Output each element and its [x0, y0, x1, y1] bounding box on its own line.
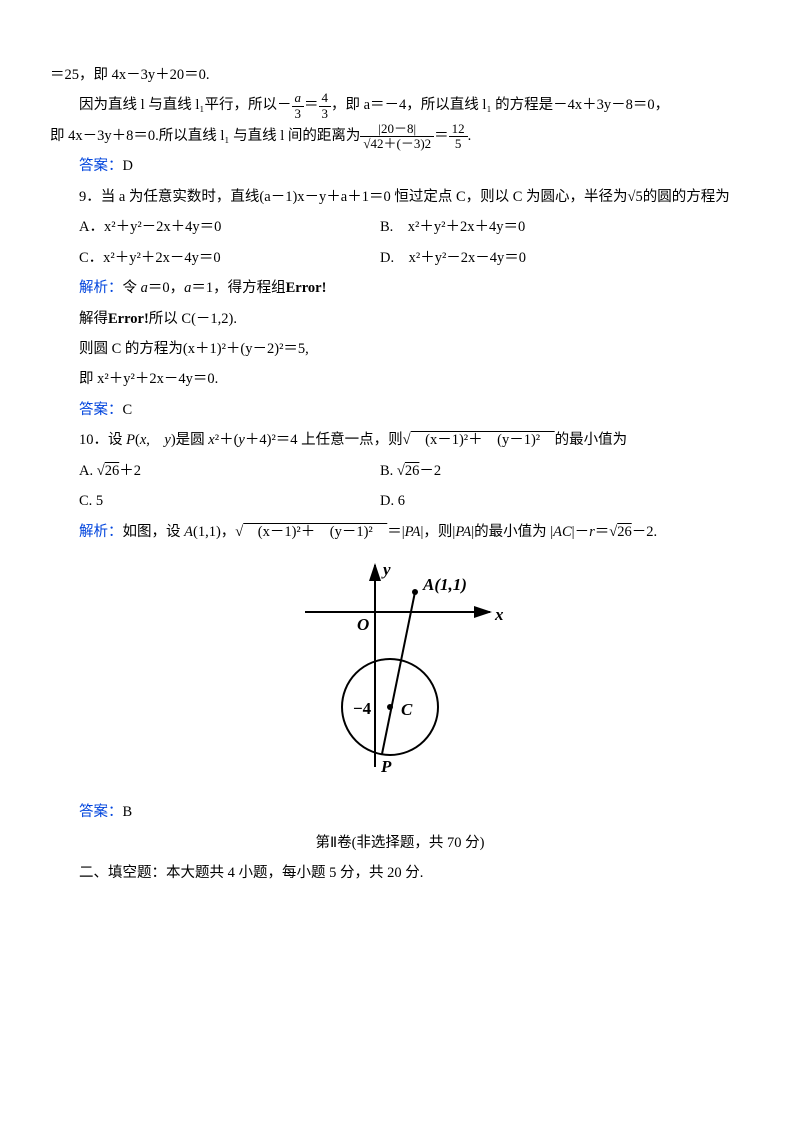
- text: A．x²＋y²－2x＋4y＝0: [79, 219, 221, 235]
- solution-label: 解析：: [50, 524, 123, 540]
- options-row: C．x²＋y²＋2x－4y＝0 D. x²＋y²－2x－4y＝0: [50, 243, 750, 273]
- text: 二、填空题：本大题共 4 小题，每小题 5 分，共 20 分.: [50, 865, 423, 881]
- text: D. x²＋y²－2x－4y＝0: [380, 250, 526, 266]
- text: C. 5: [79, 493, 103, 509]
- text: ＝: [304, 97, 319, 113]
- error-text: Error!: [286, 280, 327, 296]
- figure-circle-diagram: A(1,1) O x y −4 C P: [50, 557, 750, 787]
- numerator: |20－8|: [360, 122, 434, 137]
- text: A. √26＋2: [79, 463, 141, 479]
- section-2-title: 第Ⅱ卷(非选择题，共 70 分): [50, 828, 750, 858]
- options-row: C. 5 D. 6: [50, 486, 750, 516]
- text: 第Ⅱ卷(非选择题，共 70 分): [315, 835, 484, 851]
- answer-value: D: [123, 158, 133, 174]
- text: 即 x²＋y²＋2x－4y＝0.: [50, 371, 218, 387]
- denominator: 3: [292, 107, 305, 121]
- text: 因为直线 l 与直线 l₁平行，所以－: [50, 97, 292, 113]
- option-a: A. √26＋2: [50, 456, 380, 486]
- answer-label: 答案：: [50, 804, 123, 820]
- text: 9．当 a 为任意实数时，直线(a－1)x－y＋a＋1＝0 恒过定点 C，则以 …: [50, 189, 730, 205]
- text: B. √26－2: [380, 463, 441, 479]
- line-ap: [382, 592, 415, 754]
- solution-9-2: 解得Error!所以 C(－1,2).: [50, 304, 750, 334]
- solution-9-4: 即 x²＋y²＋2x－4y＝0.: [50, 364, 750, 394]
- solution-9-1: 解析：令 a＝0，a＝1，得方程组Error!: [50, 273, 750, 303]
- fraction: 125: [449, 122, 468, 152]
- text: 解得: [50, 311, 108, 327]
- label-p: P: [380, 757, 392, 776]
- point-a: [412, 589, 418, 595]
- numerator: 12: [449, 122, 468, 137]
- text: 则圆 C 的方程为(x＋1)²＋(y－2)²＝5,: [50, 341, 309, 357]
- fraction: 43: [319, 91, 332, 121]
- coordinate-figure: A(1,1) O x y −4 C P: [290, 557, 510, 787]
- denominator: √42＋(－3)2: [360, 137, 434, 151]
- answer-8: 答案：D: [50, 151, 750, 181]
- options-row: A．x²＋y²－2x＋4y＝0 B. x²＋y²＋2x＋4y＝0: [50, 212, 750, 242]
- fraction: a3: [292, 91, 305, 121]
- answer-10: 答案：B: [50, 797, 750, 827]
- option-b: B. √26－2: [380, 456, 750, 486]
- fill-blank-header: 二、填空题：本大题共 4 小题，每小题 5 分，共 20 分.: [50, 858, 750, 888]
- option-d: D. x²＋y²－2x－4y＝0: [380, 243, 750, 273]
- numerator: 4: [319, 91, 332, 106]
- text: 即 4x－3y＋8＝0.所以直线 l₁ 与直线 l 间的距离为: [50, 128, 360, 144]
- label-y: y: [381, 560, 391, 579]
- point-c: [387, 704, 393, 710]
- option-c: C. 5: [50, 486, 380, 516]
- option-d: D. 6: [380, 486, 750, 516]
- label-neg4: −4: [353, 699, 372, 718]
- text: 所以 C(－1,2).: [149, 311, 237, 327]
- solution-9-3: 则圆 C 的方程为(x＋1)²＋(y－2)²＝5,: [50, 334, 750, 364]
- text: ＝: [434, 128, 449, 144]
- answer-label: 答案：: [50, 158, 123, 174]
- label-c: C: [401, 700, 413, 719]
- solution-label: 解析：: [50, 280, 123, 296]
- label-o: O: [357, 615, 369, 634]
- text: 令 a＝0，a＝1，得方程组: [123, 280, 286, 296]
- denominator: 3: [319, 107, 332, 121]
- denominator: 5: [449, 137, 468, 151]
- answer-9: 答案：C: [50, 395, 750, 425]
- line-distance: 即 4x－3y＋8＝0.所以直线 l₁ 与直线 l 间的距离为|20－8|√42…: [50, 121, 750, 151]
- label-a: A(1,1): [422, 575, 467, 594]
- numerator: a: [292, 91, 305, 106]
- error-text: Error!: [108, 311, 149, 327]
- solution-10: 解析：如图，设 A(1,1)，√ (x－1)²＋ (y－1)² ＝|PA|，则|…: [50, 517, 750, 547]
- text: ＝25，即 4x－3y＋20＝0.: [50, 67, 210, 83]
- answer-value: C: [123, 402, 133, 418]
- text: .: [468, 128, 472, 144]
- option-c: C．x²＋y²＋2x－4y＝0: [50, 243, 380, 273]
- text: 如图，设 A(1,1)，√ (x－1)²＋ (y－1)² ＝|PA|，则|PA|…: [123, 524, 658, 540]
- option-b: B. x²＋y²＋2x＋4y＝0: [380, 212, 750, 242]
- text: B. x²＋y²＋2x＋4y＝0: [380, 219, 525, 235]
- options-row: A. √26＋2 B. √26－2: [50, 456, 750, 486]
- label-x: x: [494, 605, 504, 624]
- text: C．x²＋y²＋2x－4y＝0: [79, 250, 221, 266]
- text: 10．设 P(x, y)是圆 x²＋(y＋4)²＝4 上任意一点，则√ (x－1…: [50, 432, 627, 448]
- line-parallel: 因为直线 l 与直线 l₁平行，所以－a3＝43，即 a＝－4，所以直线 l₁ …: [50, 90, 750, 120]
- option-a: A．x²＋y²－2x＋4y＝0: [50, 212, 380, 242]
- line-equation: ＝25，即 4x－3y＋20＝0.: [50, 60, 750, 90]
- answer-label: 答案：: [50, 402, 123, 418]
- text: ，即 a＝－4，所以直线 l₁ 的方程是－4x＋3y－8＝0，: [331, 97, 669, 113]
- question-9: 9．当 a 为任意实数时，直线(a－1)x－y＋a＋1＝0 恒过定点 C，则以 …: [50, 182, 750, 212]
- question-10: 10．设 P(x, y)是圆 x²＋(y＋4)²＝4 上任意一点，则√ (x－1…: [50, 425, 750, 455]
- fraction: |20－8|√42＋(－3)2: [360, 122, 434, 152]
- text: D. 6: [380, 493, 405, 509]
- answer-value: B: [123, 804, 133, 820]
